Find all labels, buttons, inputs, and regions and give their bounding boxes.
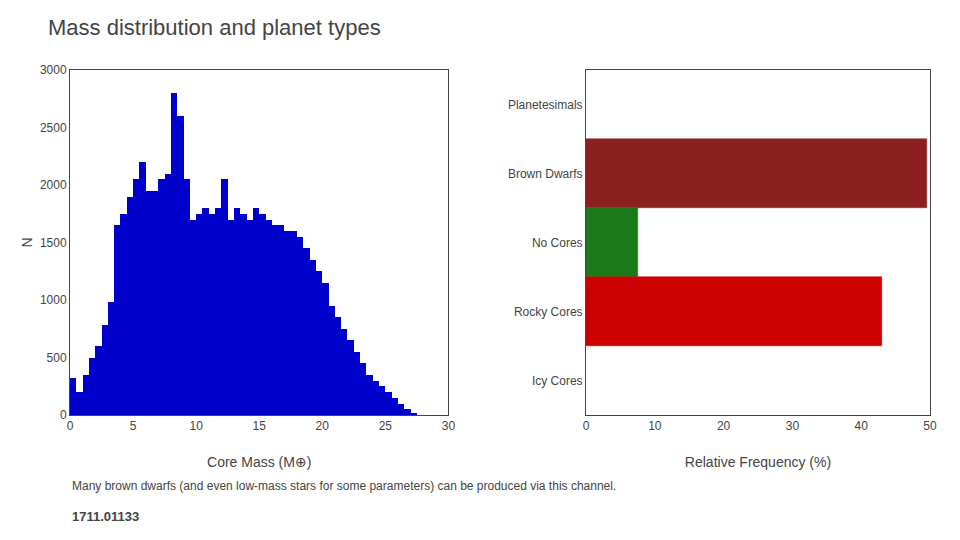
- svg-text:0: 0: [583, 419, 590, 433]
- svg-text:Brown Dwarfs: Brown Dwarfs: [508, 167, 583, 181]
- svg-text:Icy Cores: Icy Cores: [532, 374, 583, 388]
- svg-text:Mass distribution and planet t: Mass distribution and planet types: [48, 15, 381, 40]
- svg-text:0: 0: [60, 408, 67, 422]
- svg-text:Core Mass (M⊕): Core Mass (M⊕): [207, 454, 311, 470]
- svg-text:15: 15: [253, 419, 267, 433]
- svg-text:10: 10: [189, 419, 203, 433]
- svg-text:20: 20: [717, 419, 731, 433]
- svg-text:30: 30: [442, 419, 456, 433]
- svg-text:20: 20: [316, 419, 330, 433]
- svg-text:25: 25: [379, 419, 393, 433]
- svg-text:0: 0: [67, 419, 74, 433]
- svg-text:1000: 1000: [40, 293, 67, 307]
- svg-text:5: 5: [130, 419, 137, 433]
- svg-text:No Cores: No Cores: [532, 236, 583, 250]
- svg-text:10: 10: [648, 419, 662, 433]
- svg-text:2500: 2500: [40, 121, 67, 135]
- svg-text:30: 30: [786, 419, 800, 433]
- svg-text:Planetesimals: Planetesimals: [508, 98, 583, 112]
- svg-text:Rocky Cores: Rocky Cores: [514, 305, 583, 319]
- svg-text:1711.01133: 1711.01133: [72, 509, 139, 524]
- svg-text:500: 500: [47, 351, 67, 365]
- svg-text:50: 50: [923, 419, 937, 433]
- svg-text:2000: 2000: [40, 178, 67, 192]
- svg-text:1500: 1500: [40, 236, 67, 250]
- svg-text:Relative Frequency (%): Relative Frequency (%): [685, 454, 831, 470]
- svg-text:3000: 3000: [40, 63, 67, 77]
- svg-text:Many brown dwarfs (and even lo: Many brown dwarfs (and even low-mass sta…: [72, 479, 616, 493]
- svg-text:N: N: [19, 237, 35, 247]
- svg-text:40: 40: [855, 419, 869, 433]
